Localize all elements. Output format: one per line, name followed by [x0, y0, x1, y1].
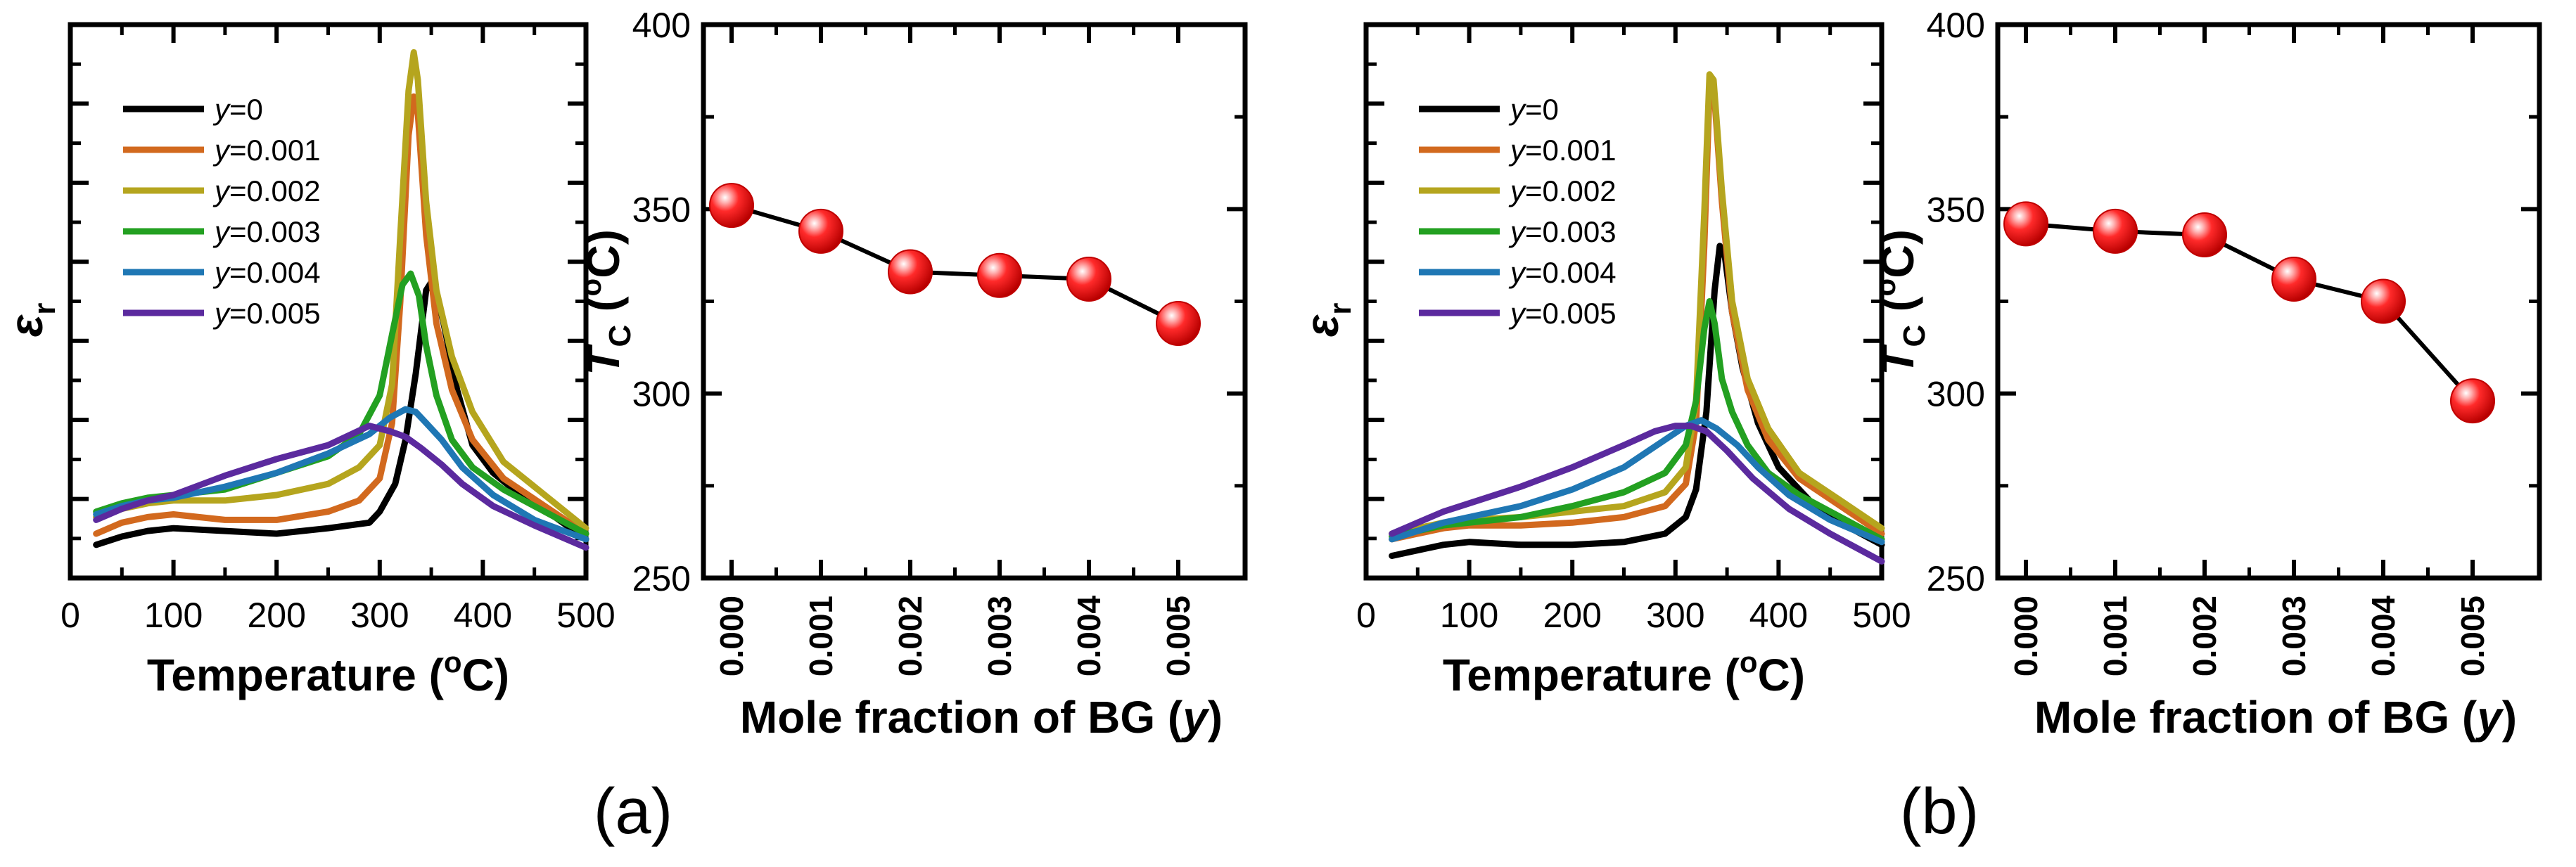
y-tick-label: 300: [632, 375, 691, 414]
legend-label: y=0.003: [212, 215, 321, 248]
tc-point: [2450, 378, 2495, 424]
plot-frame: [1995, 22, 2542, 581]
y-axis-label: εr: [1296, 303, 1358, 338]
y-axis-label: TC (oC): [1868, 229, 1932, 375]
tc-point: [1066, 257, 1111, 302]
x-tick-label: 0.003: [2276, 596, 2312, 676]
x-tick-label: 0.001: [803, 596, 839, 676]
series-line-3: [1389, 298, 1885, 543]
x-tick-label: 0.005: [1160, 596, 1197, 676]
tc-point: [1156, 300, 1201, 346]
x-tick-label: 300: [1646, 596, 1704, 635]
y-axis-label: TC (oC): [574, 229, 637, 375]
series-line-2: [1389, 71, 1885, 537]
x-tick-label: 0.001: [2097, 596, 2134, 676]
y-tick-label: 250: [632, 559, 691, 598]
panel-label-b: (b): [1900, 776, 1979, 847]
y-axis-label: εr: [0, 303, 62, 338]
x-tick-label: 500: [1852, 596, 1911, 635]
epsilon-plot-a: 0 100 200 300 400 500 y=0 y=0.001 y=0.002 y=0.003…: [0, 22, 616, 700]
tc-line: [2025, 221, 2475, 403]
plot-frame: [701, 22, 1248, 581]
tc-plot-b: 250 300 350 400 0.000 0.001 0.002 0.003 0.004 0.0…: [1868, 6, 2542, 743]
tc-point: [709, 183, 754, 229]
epsilon-plot-b: 0 100 200 300 400 500 y=0 y=0.001 y=0.002 y=0.003…: [1296, 22, 1911, 700]
legend-label: y=0.004: [1508, 256, 1617, 289]
legend-label: y=0.005: [212, 297, 321, 330]
tc-point: [2093, 208, 2138, 254]
legend-label: y=0.002: [1508, 174, 1617, 207]
tc-point: [2182, 212, 2227, 258]
series-line-5: [1389, 423, 1885, 565]
series-line-4: [1389, 417, 1885, 546]
x-tick-label: 200: [1543, 596, 1601, 635]
x-tick-label: 0.000: [713, 596, 750, 676]
y-tick-label: 250: [1927, 559, 1985, 598]
legend-label: y=0.005: [1508, 297, 1617, 330]
x-tick-label: 0.000: [2008, 596, 2044, 676]
y-tick-label: 350: [1927, 190, 1985, 229]
tc-point: [2271, 257, 2316, 302]
series-line-5: [93, 423, 589, 551]
x-axis-label: Temperature (oC): [1443, 646, 1805, 700]
y-tick-label: 400: [1927, 6, 1985, 45]
series-line-0: [1389, 243, 1885, 559]
y-tick-label: 400: [632, 6, 691, 45]
panel-label-a: (a): [594, 776, 672, 847]
x-tick-label: 400: [454, 596, 512, 635]
legend-label: y=0.004: [212, 256, 321, 289]
legend-label: y=0: [212, 93, 263, 126]
tc-line: [731, 203, 1180, 326]
legend-label: y=0.001: [212, 134, 321, 167]
tc-point: [2361, 278, 2406, 324]
x-axis-label: Temperature (oC): [147, 646, 509, 700]
y-tick-label: 350: [632, 190, 691, 229]
legend-label: y=0.003: [1508, 215, 1617, 248]
x-tick-label: 100: [144, 596, 203, 635]
x-tick-label: 500: [556, 596, 615, 635]
tc-point: [977, 252, 1022, 298]
x-tick-label: 0.004: [2365, 596, 2402, 677]
legend-label: y=0.001: [1508, 134, 1617, 167]
tc-point: [798, 208, 843, 254]
x-axis-label: Mole fraction of BG (y): [2034, 692, 2517, 743]
x-tick-label: 0.002: [2186, 596, 2223, 676]
x-tick-label: 0: [60, 596, 80, 635]
tc-point: [2003, 201, 2048, 247]
x-tick-label: 0.005: [2454, 596, 2491, 676]
x-tick-label: 0.003: [981, 596, 1018, 676]
x-tick-label: 0.002: [892, 596, 929, 676]
series-line-2: [93, 49, 589, 532]
x-tick-label: 0.004: [1071, 596, 1107, 677]
legend-label: y=0.002: [212, 174, 321, 207]
y-tick-label: 300: [1927, 375, 1985, 414]
x-tick-label: 200: [247, 596, 305, 635]
tc-point: [888, 249, 933, 295]
x-tick-label: 400: [1749, 596, 1808, 635]
x-axis-label: Mole fraction of BG (y): [740, 692, 1223, 743]
tc-plot-a: 250 300 350 400 0.000 0.001 0.002 0.003 0.004 0.0…: [574, 6, 1248, 743]
x-tick-label: 100: [1440, 596, 1498, 635]
x-tick-label: 300: [350, 596, 409, 635]
x-tick-label: 0: [1356, 596, 1376, 635]
legend-label: y=0: [1508, 93, 1559, 126]
